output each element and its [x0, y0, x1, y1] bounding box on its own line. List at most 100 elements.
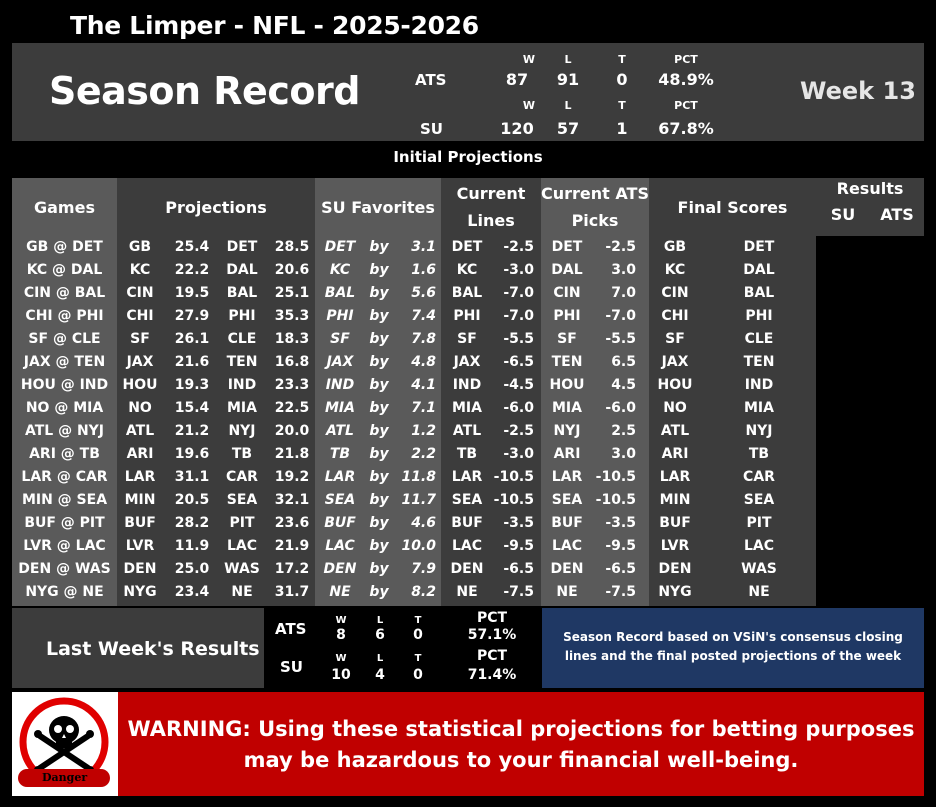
- final-away-team: CHI: [661, 308, 689, 324]
- ats-pick-value: 4.5: [611, 377, 636, 393]
- proj-home-team: DET: [226, 239, 258, 255]
- season-su-pct-header: PCT: [674, 99, 698, 112]
- line-team: LAR: [451, 469, 483, 485]
- warning-text: WARNING: Using these statistical project…: [127, 717, 915, 772]
- ats-pick-team: PHI: [553, 308, 581, 324]
- su-favorite-margin: 11.8: [401, 469, 436, 485]
- lw-ats-w: 8: [336, 627, 346, 643]
- line-team: BUF: [451, 515, 483, 531]
- proj-away-team: GB: [128, 239, 152, 255]
- ats-pick-value: -2.5: [605, 239, 636, 255]
- lw-su-l: 4: [375, 667, 385, 683]
- header-current-lines-1: Current: [456, 184, 526, 203]
- final-home-team: CLE: [744, 331, 774, 347]
- season-ats-w: 87: [505, 70, 529, 89]
- su-favorite-margin: 4.1: [411, 377, 436, 393]
- final-away-team: BUF: [659, 515, 691, 531]
- su-favorite-margin: 1.2: [411, 423, 436, 439]
- proj-away-score: 23.4: [174, 584, 210, 600]
- proj-home-team: TEN: [226, 354, 258, 370]
- final-away-team: DEN: [658, 561, 692, 577]
- proj-away-team: DEN: [123, 561, 157, 577]
- line-team: KC: [456, 262, 478, 278]
- lw-su-label: SU: [280, 658, 303, 676]
- final-away-team: LAR: [659, 469, 691, 485]
- season-ats-w-header: W: [522, 53, 536, 66]
- proj-away-team: CIN: [126, 285, 154, 301]
- line-value: -5.5: [503, 331, 534, 347]
- final-home-team: SEA: [743, 492, 775, 508]
- su-favorite-margin: 11.7: [401, 492, 436, 508]
- line-value: -9.5: [503, 538, 534, 554]
- lw-ats-label: ATS: [275, 620, 307, 638]
- line-value: -6.0: [503, 400, 534, 416]
- final-away-team: ATL: [660, 423, 690, 439]
- proj-home-team: MIA: [227, 400, 257, 416]
- lw-su-t-header: T: [414, 653, 422, 664]
- su-favorite-margin: 7.4: [411, 308, 436, 324]
- su-favorite-by: by: [369, 354, 389, 370]
- line-value: -3.0: [503, 262, 534, 278]
- ats-pick-team: TEN: [551, 354, 583, 370]
- season-su-l: 57: [556, 119, 580, 138]
- line-team: MIA: [452, 400, 482, 416]
- proj-home-score: 19.2: [274, 469, 310, 485]
- ats-pick-value: -5.5: [605, 331, 636, 347]
- proj-away-score: 26.1: [174, 331, 210, 347]
- header-su-favorites: SU Favorites: [321, 198, 435, 217]
- su-favorite-by: by: [369, 331, 389, 347]
- initial-projections-label: Initial Projections: [393, 148, 543, 166]
- proj-home-team: NYJ: [228, 423, 256, 439]
- lw-su-pct-header: PCT: [476, 648, 508, 664]
- final-away-team: SF: [665, 331, 685, 347]
- final-away-team: JAX: [661, 354, 689, 370]
- proj-away-team: NYG: [123, 584, 157, 600]
- line-team: NE: [456, 584, 478, 600]
- su-favorite-team: TB: [329, 446, 351, 462]
- su-favorite-margin: 4.6: [411, 515, 436, 531]
- ats-pick-team: CIN: [553, 285, 581, 301]
- header-games: Games: [34, 198, 95, 217]
- proj-home-team: NE: [231, 584, 253, 600]
- proj-away-score: 28.2: [174, 515, 210, 531]
- ats-pick-team: LAC: [551, 538, 583, 554]
- title-bar: The Limper - NFL - 2025-2026: [12, 7, 924, 43]
- su-favorite-team: BAL: [324, 285, 356, 301]
- final-away-team: HOU: [657, 377, 693, 393]
- su-favorite-margin: 7.1: [411, 400, 436, 416]
- season-ats-t: 0: [616, 70, 628, 89]
- proj-away-score: 21.6: [174, 354, 210, 370]
- ats-pick-team: SF: [557, 331, 577, 347]
- proj-away-team: CHI: [126, 308, 154, 324]
- ats-pick-team: DET: [551, 239, 583, 255]
- last-week-label: Last Week's Results: [46, 638, 260, 660]
- ats-pick-team: HOU: [549, 377, 585, 393]
- proj-away-score: 21.2: [174, 423, 210, 439]
- game-cell: LAR @ CAR: [21, 469, 108, 485]
- su-favorite-margin: 8.2: [411, 584, 436, 600]
- proj-home-score: 17.2: [274, 561, 310, 577]
- lw-ats-pct: 57.1%: [467, 627, 517, 643]
- su-favorite-margin: 7.8: [411, 331, 436, 347]
- su-favorite-by: by: [369, 584, 389, 600]
- su-favorite-team: SF: [330, 331, 350, 347]
- line-team: LAC: [451, 538, 483, 554]
- header-final-scores: Final Scores: [677, 198, 788, 217]
- season-record-title: Season Record: [49, 69, 360, 113]
- header-current-lines-2: Lines: [467, 211, 515, 230]
- week-label: Week 13: [800, 77, 916, 105]
- line-value: -7.5: [503, 584, 534, 600]
- su-favorite-by: by: [369, 285, 389, 301]
- season-record-panel: Season Record W L T PCT ATS 87 91 0 48.9…: [12, 43, 924, 141]
- su-favorite-team: ATL: [326, 423, 354, 439]
- proj-home-team: WAS: [224, 561, 260, 577]
- proj-home-team: PIT: [229, 515, 255, 531]
- game-cell: CIN @ BAL: [23, 285, 106, 301]
- proj-home-score: 32.1: [274, 492, 310, 508]
- proj-away-team: BUF: [124, 515, 156, 531]
- final-home-team: WAS: [741, 561, 777, 577]
- final-away-team: LVR: [660, 538, 690, 554]
- line-team: SF: [457, 331, 477, 347]
- proj-home-team: CLE: [227, 331, 257, 347]
- line-value: -7.0: [503, 285, 534, 301]
